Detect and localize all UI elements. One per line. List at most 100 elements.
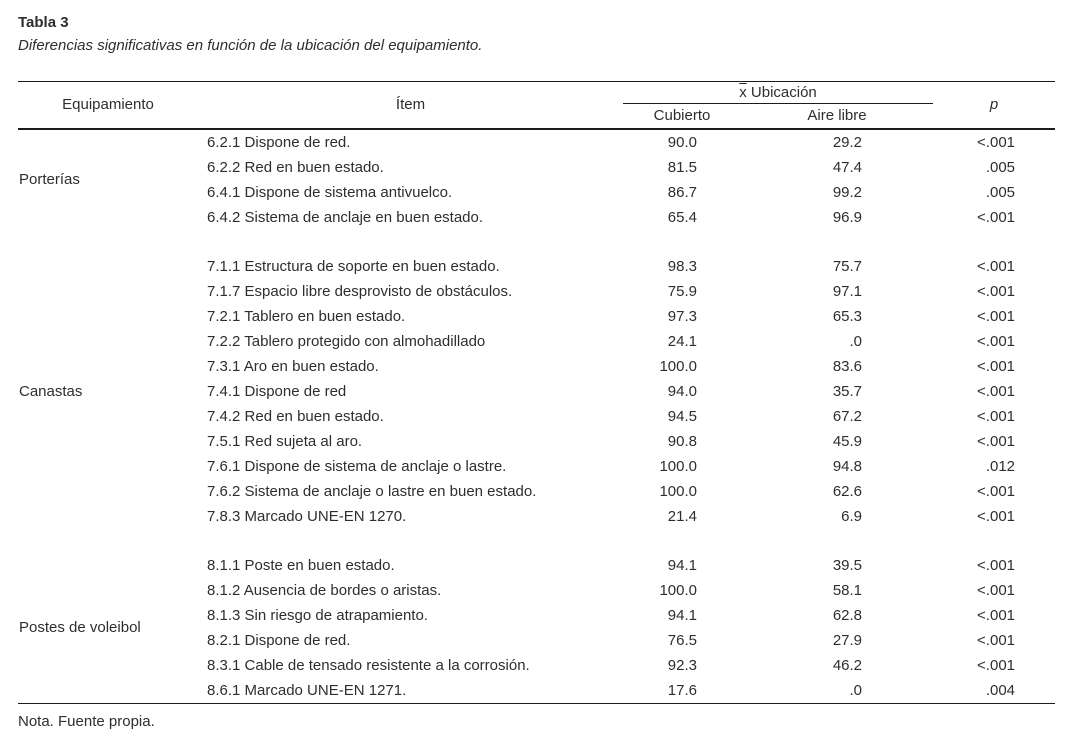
open-air-mean-cell: 67.2 xyxy=(832,407,863,425)
covered-mean-cell: 65.4 xyxy=(667,208,697,226)
open-air-mean-cell: 97.1 xyxy=(832,282,863,300)
open-air-mean-cell: 45.9 xyxy=(832,432,863,450)
table-row: 7.3.1 Aro en buen estado. 100.0 83.6 <.001 xyxy=(18,354,1055,379)
covered-mean-cell: 97.3 xyxy=(667,307,697,325)
covered-mean-cell: 94.1 xyxy=(667,606,697,624)
table-row: 7.8.3 Marcado UNE-EN 1270. 21.4 6.9 <.001 xyxy=(18,504,1055,529)
covered-mean-cell: 75.9 xyxy=(667,282,697,300)
p-value-cell: <.001 xyxy=(977,257,1016,275)
open-air-mean-cell: 6.9 xyxy=(841,507,863,525)
open-air-mean-cell: .0 xyxy=(849,332,863,350)
table-row: 8.2.1 Dispone de red. 76.5 27.9 <.001 xyxy=(18,628,1055,653)
table-row: 8.3.1 Cable de tensado resistente a la c… xyxy=(18,653,1055,678)
covered-mean-cell: 100.0 xyxy=(659,581,697,599)
covered-mean-cell: 94.5 xyxy=(667,407,697,425)
item-cell: 6.2.1 Dispone de red. xyxy=(207,133,351,151)
open-air-mean-cell: 75.7 xyxy=(832,257,863,275)
equipment-group: Postes de voleibol 8.1.1 Poste en buen es… xyxy=(18,553,1055,704)
header-row-sub: Cubierto Aire libre xyxy=(18,104,1055,130)
open-air-mean-cell: 47.4 xyxy=(832,158,863,176)
open-air-mean-cell: 94.8 xyxy=(832,457,863,475)
covered-mean-cell: 94.0 xyxy=(667,382,697,400)
open-air-mean-cell: 62.8 xyxy=(832,606,863,624)
group-spacer xyxy=(18,529,1055,553)
open-air-mean-cell: .0 xyxy=(849,681,863,699)
p-value-cell: .004 xyxy=(985,681,1016,699)
p-value-cell: <.001 xyxy=(977,432,1016,450)
item-cell: 6.4.2 Sistema de anclaje en buen estado. xyxy=(207,208,484,226)
item-cell: 7.8.3 Marcado UNE-EN 1270. xyxy=(207,507,407,525)
p-value-cell: <.001 xyxy=(977,631,1016,649)
p-value-cell: <.001 xyxy=(977,556,1016,574)
table-row: 7.4.1 Dispone de red 94.0 35.7 <.001 xyxy=(18,379,1055,404)
item-cell: 7.6.2 Sistema de anclaje o lastre en bue… xyxy=(207,482,537,500)
open-air-mean-cell: 62.6 xyxy=(832,482,863,500)
table-row: Porterías 6.2.1 Dispone de red. 90.0 29.2 <.… xyxy=(18,129,1055,189)
item-cell: 8.3.1 Cable de tensado resistente a la c… xyxy=(207,656,530,674)
open-air-mean-cell: 96.9 xyxy=(832,208,863,226)
item-cell: 7.6.1 Dispone de sistema de anclaje o la… xyxy=(207,457,507,475)
equipment-group: Canastas 7.1.1 Estructura de soporte en b… xyxy=(18,254,1055,529)
item-cell: 8.2.1 Dispone de red. xyxy=(207,631,351,649)
mean-symbol: x xyxy=(739,83,747,101)
covered-mean-cell: 98.3 xyxy=(667,257,697,275)
covered-mean-cell: 76.5 xyxy=(667,631,697,649)
table-row: 8.1.2 Ausencia de bordes o aristas. 100.0… xyxy=(18,578,1055,603)
covered-mean-cell: 100.0 xyxy=(659,482,697,500)
p-value-cell: .005 xyxy=(985,158,1016,176)
p-value-cell: <.001 xyxy=(977,133,1016,151)
p-value-cell: <.001 xyxy=(977,606,1016,624)
table-note: Nota. Fuente propia. xyxy=(18,713,155,730)
p-value-cell: <.001 xyxy=(977,357,1016,375)
table-row: 8.1.3 Sin riesgo de atrapamiento. 94.1 62.… xyxy=(18,603,1055,628)
p-value-cell: .012 xyxy=(985,457,1016,475)
header-p: p xyxy=(989,96,999,114)
p-value-cell: .005 xyxy=(985,183,1016,201)
covered-mean-cell: 21.4 xyxy=(667,507,697,525)
table-row: 6.4.1 Dispone de sistema antivuelco. 86.7… xyxy=(18,180,1055,205)
header-item: Ítem xyxy=(395,96,426,114)
open-air-mean-cell: 99.2 xyxy=(832,183,863,201)
p-value-cell: <.001 xyxy=(977,507,1016,525)
open-air-mean-cell: 58.1 xyxy=(832,581,863,599)
table-row: 7.2.1 Tablero en buen estado. 97.3 65.3 <.0… xyxy=(18,304,1055,329)
header-equipamiento: Equipamiento xyxy=(62,96,154,114)
covered-mean-cell: 100.0 xyxy=(659,457,697,475)
p-value-cell: <.001 xyxy=(977,282,1016,300)
covered-mean-cell: 17.6 xyxy=(667,681,697,699)
item-cell: 7.1.7 Espacio libre desprovisto de obstá… xyxy=(207,282,513,300)
table-row: 7.6.2 Sistema de anclaje o lastre en bue… xyxy=(18,479,1055,504)
p-value-cell: <.001 xyxy=(977,307,1016,325)
open-air-mean-cell: 65.3 xyxy=(832,307,863,325)
table-row: 6.2.2 Red en buen estado. 81.5 47.4 .005 xyxy=(18,155,1055,180)
p-value-cell: <.001 xyxy=(977,382,1016,400)
header-row-spanner: Equipamiento Ítem x Ubicación p xyxy=(18,81,1055,113)
p-value-cell: <.001 xyxy=(977,581,1016,599)
item-cell: 7.4.1 Dispone de red xyxy=(207,382,347,400)
item-cell: 7.2.2 Tablero protegido con almohadillad… xyxy=(207,332,486,350)
covered-mean-cell: 24.1 xyxy=(667,332,697,350)
covered-mean-cell: 81.5 xyxy=(667,158,697,176)
header-cubierto: Cubierto xyxy=(653,107,711,125)
covered-mean-cell: 100.0 xyxy=(659,357,697,375)
group-spacer xyxy=(18,230,1055,254)
p-value-cell: <.001 xyxy=(977,482,1016,500)
item-cell: 7.1.1 Estructura de soporte en buen esta… xyxy=(207,257,500,275)
open-air-mean-cell: 83.6 xyxy=(832,357,863,375)
header-ubicacion-spanner: x Ubicación xyxy=(623,81,934,104)
item-cell: 8.1.3 Sin riesgo de atrapamiento. xyxy=(207,606,428,624)
table-row: 7.2.2 Tablero protegido con almohadillad… xyxy=(18,329,1055,354)
item-cell: 8.6.1 Marcado UNE-EN 1271. xyxy=(207,681,407,699)
header-aire-libre: Aire libre xyxy=(807,107,867,125)
covered-mean-cell: 86.7 xyxy=(667,183,697,201)
equipment-label: Porterías xyxy=(19,171,80,189)
item-cell: 8.1.1 Poste en buen estado. xyxy=(207,556,395,574)
p-value-cell: <.001 xyxy=(977,332,1016,350)
covered-mean-cell: 90.8 xyxy=(667,432,697,450)
item-cell: 7.5.1 Red sujeta al aro. xyxy=(207,432,363,450)
significance-table: Equipamiento Ítem x Ubicación p Cubierto… xyxy=(18,81,1056,704)
table-row: 6.4.2 Sistema de anclaje en buen estado.… xyxy=(18,205,1055,230)
open-air-mean-cell: 39.5 xyxy=(832,556,863,574)
item-cell: 6.4.1 Dispone de sistema antivuelco. xyxy=(207,183,453,201)
